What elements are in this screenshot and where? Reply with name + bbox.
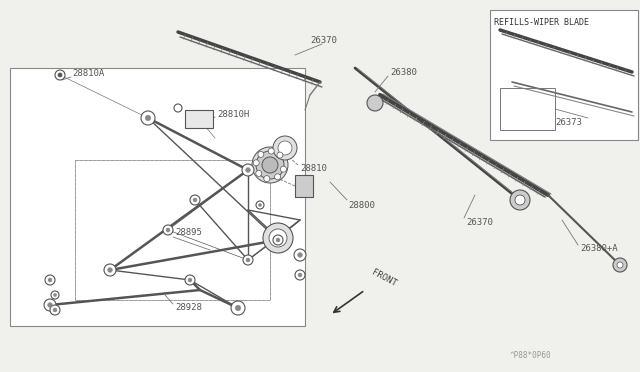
- Circle shape: [246, 258, 250, 262]
- Text: ^P88*0P60: ^P88*0P60: [510, 351, 552, 360]
- Circle shape: [166, 228, 170, 232]
- Circle shape: [277, 152, 283, 158]
- Text: 26380+A: 26380+A: [580, 244, 618, 253]
- Circle shape: [48, 278, 52, 282]
- Text: 26370: 26370: [310, 35, 337, 45]
- Circle shape: [258, 151, 264, 157]
- Circle shape: [193, 198, 197, 202]
- Circle shape: [613, 258, 627, 272]
- Circle shape: [273, 235, 283, 245]
- Text: 28810H: 28810H: [217, 109, 249, 119]
- Bar: [75, 160, 270, 300]
- Circle shape: [275, 174, 280, 180]
- Text: FRONT: FRONT: [370, 267, 398, 288]
- Circle shape: [276, 238, 280, 242]
- Circle shape: [51, 291, 59, 299]
- Circle shape: [243, 255, 253, 265]
- Text: 28810: 28810: [300, 164, 327, 173]
- Circle shape: [104, 264, 116, 276]
- Bar: [500, 88, 555, 130]
- Text: 28928: 28928: [175, 304, 202, 312]
- Circle shape: [44, 299, 56, 311]
- Circle shape: [50, 305, 60, 315]
- Circle shape: [264, 176, 270, 182]
- Circle shape: [108, 267, 113, 272]
- Bar: [10, 68, 305, 326]
- Circle shape: [252, 147, 288, 183]
- Circle shape: [45, 275, 55, 285]
- Bar: [295, 175, 313, 197]
- Circle shape: [246, 168, 250, 172]
- Circle shape: [294, 249, 306, 261]
- Circle shape: [253, 160, 259, 166]
- Circle shape: [256, 170, 262, 176]
- Circle shape: [141, 111, 155, 125]
- Circle shape: [190, 195, 200, 205]
- Circle shape: [515, 195, 525, 205]
- Circle shape: [298, 273, 302, 277]
- Circle shape: [53, 308, 57, 312]
- Circle shape: [263, 223, 293, 253]
- Circle shape: [259, 203, 262, 206]
- Text: 28810A: 28810A: [72, 68, 104, 77]
- Circle shape: [298, 253, 302, 257]
- Circle shape: [278, 141, 292, 155]
- Text: REFILLS-WIPER BLADE: REFILLS-WIPER BLADE: [494, 18, 589, 27]
- Circle shape: [231, 301, 245, 315]
- Circle shape: [262, 157, 278, 173]
- Circle shape: [280, 166, 286, 172]
- Text: 28800: 28800: [348, 201, 375, 209]
- Circle shape: [174, 104, 182, 112]
- Circle shape: [163, 225, 173, 235]
- Circle shape: [256, 151, 284, 179]
- Circle shape: [185, 275, 195, 285]
- Text: 26370: 26370: [466, 218, 493, 227]
- Text: 28895: 28895: [175, 228, 202, 237]
- Bar: [490, 10, 638, 140]
- Circle shape: [53, 294, 56, 296]
- Circle shape: [242, 164, 254, 176]
- Bar: [185, 110, 213, 128]
- Circle shape: [47, 302, 52, 307]
- Circle shape: [188, 278, 192, 282]
- Bar: [75, 160, 270, 300]
- Circle shape: [367, 95, 383, 111]
- Circle shape: [273, 136, 297, 160]
- Circle shape: [617, 262, 623, 268]
- Circle shape: [236, 305, 241, 311]
- Circle shape: [55, 70, 65, 80]
- Circle shape: [58, 73, 62, 77]
- Circle shape: [256, 201, 264, 209]
- Circle shape: [268, 148, 274, 154]
- Circle shape: [295, 270, 305, 280]
- Text: 26373: 26373: [555, 118, 582, 126]
- Circle shape: [510, 190, 530, 210]
- Circle shape: [269, 229, 287, 247]
- Circle shape: [145, 115, 151, 121]
- Text: 26380: 26380: [390, 67, 417, 77]
